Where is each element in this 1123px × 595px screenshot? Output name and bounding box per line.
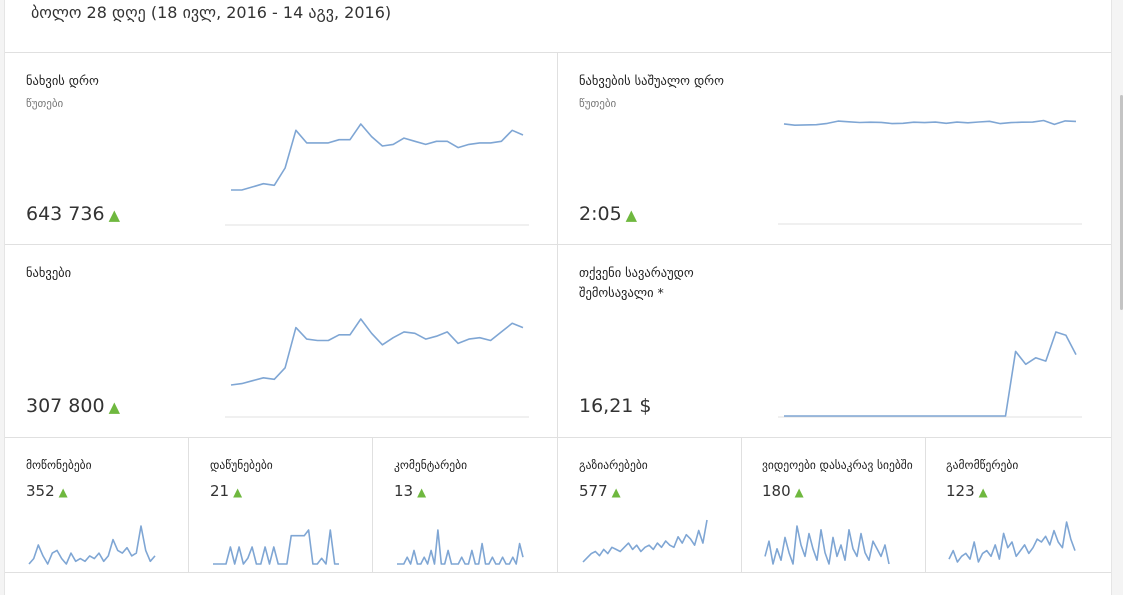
triangle-up-icon: ▲ (233, 485, 243, 499)
views-sparkline (225, 318, 529, 418)
divider (5, 52, 1111, 53)
divider (188, 437, 189, 572)
metric-value: 577 ▲ (579, 482, 621, 500)
videos-in-playlists-sparkline (764, 525, 890, 565)
card-title: ნახვები (26, 265, 72, 280)
metric-value: 2:05 ▲ (579, 203, 638, 225)
sparkline-line (783, 119, 1077, 127)
likes-sparkline (28, 525, 156, 565)
card-title: ნახვის დრო (26, 73, 99, 88)
sparkline-line (213, 529, 339, 565)
divider (557, 52, 558, 572)
triangle-up-icon: ▲ (417, 485, 427, 499)
scrollbar[interactable] (1120, 95, 1123, 310)
analytics-overview-panel: ბოლო 28 დღე (18 ივლ, 2016 - 14 აგვ, 2016… (4, 0, 1112, 595)
sparkline-line (764, 525, 890, 565)
triangle-up-icon: ▲ (978, 485, 988, 499)
sparkline-line (948, 521, 1076, 563)
card-title: თქვენი სავარაუდო შემოსავალი * (579, 265, 694, 300)
subscribers-sparkline (948, 521, 1076, 563)
estimated-revenue-sparkline (778, 331, 1082, 418)
sparkline-line (28, 525, 156, 565)
divider (741, 437, 742, 572)
divider (5, 437, 1111, 438)
comments-sparkline (397, 529, 524, 565)
sparkline-line (397, 529, 524, 565)
divider (372, 437, 373, 572)
date-range-label: ბოლო 28 დღე (18 ივლ, 2016 - 14 აგვ, 2016… (31, 3, 392, 22)
avg-view-duration-sparkline (778, 119, 1082, 225)
metric-value: 180 ▲ (762, 482, 804, 500)
triangle-up-icon: ▲ (625, 207, 638, 224)
metric-value: 123 ▲ (946, 482, 988, 500)
card-title: დაწუნებები (210, 458, 273, 472)
metric-value: 307 800 ▲ (26, 395, 120, 417)
card-title: ვიდეოები დასაკრავ სიებში (762, 458, 913, 472)
metric-value: 352 ▲ (26, 482, 68, 500)
card-title: გაზიარებები (579, 458, 648, 472)
dislikes-sparkline (213, 529, 339, 565)
card-subtitle: წუთები (579, 97, 617, 110)
metric-value: 21 ▲ (210, 482, 243, 500)
divider (5, 572, 1111, 573)
triangle-up-icon: ▲ (611, 485, 621, 499)
card-title: გამომწერები (946, 458, 1019, 472)
triangle-up-icon: ▲ (108, 399, 120, 416)
sparkline-line (230, 318, 524, 386)
metric-value: 13 ▲ (394, 482, 427, 500)
shares-sparkline (582, 519, 708, 563)
divider (5, 244, 1111, 245)
card-title: ნახვების საშუალო დრო (579, 73, 724, 88)
sparkline-line (784, 331, 1077, 417)
watch-time-sparkline (225, 123, 529, 226)
sparkline-line (582, 519, 708, 563)
card-subtitle: წუთები (26, 97, 64, 110)
metric-value: 643 736 ▲ (26, 203, 120, 225)
triangle-up-icon: ▲ (108, 207, 120, 224)
card-title: კომენტარები (394, 458, 468, 472)
metric-value: 16,21 $ (579, 395, 652, 417)
card-title: მოწონებები (26, 458, 92, 472)
triangle-up-icon: ▲ (794, 485, 804, 499)
divider (925, 437, 926, 572)
sparkline-line (231, 123, 524, 191)
triangle-up-icon: ▲ (58, 485, 68, 499)
